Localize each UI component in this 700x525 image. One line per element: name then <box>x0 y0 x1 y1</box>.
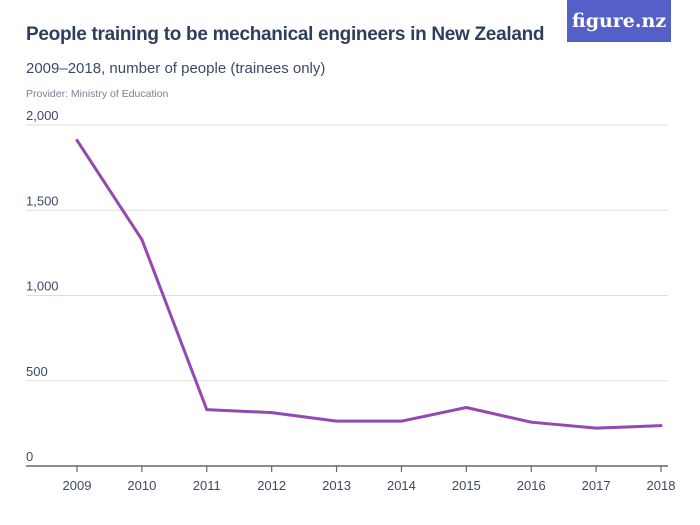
x-tick-label: 2017 <box>582 478 611 493</box>
x-tick-label: 2011 <box>193 478 221 493</box>
y-tick-label: 500 <box>26 364 48 379</box>
data-point <box>594 426 598 430</box>
x-tick-label: 2013 <box>322 478 351 493</box>
data-point <box>399 419 403 423</box>
x-tick-label: 2010 <box>127 478 156 493</box>
y-tick-label: 1,500 <box>26 193 59 208</box>
data-point <box>270 411 274 415</box>
x-tick-label: 2012 <box>257 478 286 493</box>
x-tick-label: 2015 <box>452 478 481 493</box>
y-tick-label: 1,000 <box>26 279 59 294</box>
data-point <box>529 420 533 424</box>
data-point <box>75 138 79 142</box>
data-point <box>335 419 339 423</box>
data-point <box>659 424 663 428</box>
chart-title: People training to be mechanical enginee… <box>26 24 545 45</box>
data-point <box>205 408 209 412</box>
x-tick-label: 2009 <box>63 478 92 493</box>
x-tick-label: 2016 <box>517 478 546 493</box>
series-line <box>75 139 662 430</box>
chart-subtitle: 2009–2018, number of people (trainees on… <box>26 60 326 77</box>
figure-nz-logo[interactable]: figure.nz <box>567 0 671 42</box>
data-point <box>464 406 468 410</box>
y-tick-label: 0 <box>26 449 33 464</box>
x-tick-label: 2014 <box>387 478 416 493</box>
data-point <box>140 238 144 242</box>
x-tick-label: 2018 <box>647 478 676 493</box>
provider-note: Provider: Ministry of Education <box>26 88 169 100</box>
y-tick-label: 2,000 <box>26 108 59 123</box>
